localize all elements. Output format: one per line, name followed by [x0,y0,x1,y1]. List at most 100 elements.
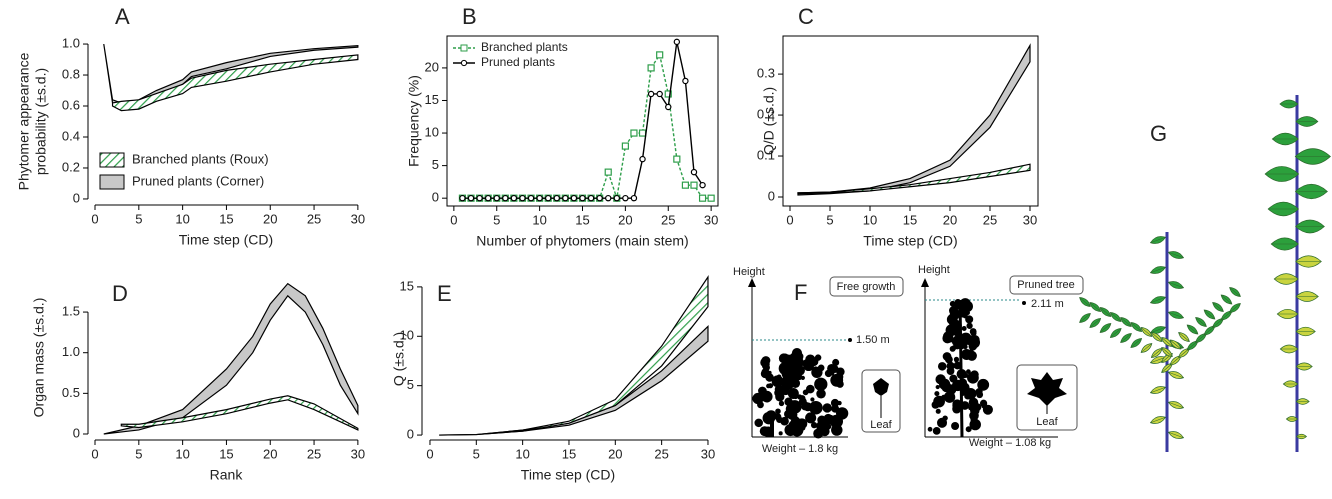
tree-blob [952,404,962,414]
tree-blob [960,335,971,346]
band [120,395,359,431]
marker [544,194,552,202]
x-tick-label: 20 [263,446,277,461]
y-tick-label: 5 [407,377,414,392]
panel-g: G [1079,95,1331,452]
arrow [748,278,756,287]
x-tick-label: 15 [903,212,917,227]
midrib [1089,302,1101,312]
marker [570,194,578,202]
midrib [1203,309,1216,320]
tree-blob [815,404,823,412]
tree-blob [943,391,956,403]
tree-blob [949,323,961,336]
tree-blob [931,401,940,409]
band [439,275,709,436]
x-tick-label: 10 [863,212,877,227]
legend-marker [460,59,468,67]
marker [673,38,681,46]
marker [527,194,535,202]
tree-blob [784,424,797,437]
midrib [1186,324,1199,335]
x-tick-label: 0 [450,212,457,227]
midrib [1229,303,1241,313]
x-tick-label: 30 [704,212,718,227]
tree-blob [953,356,960,362]
marker [647,64,655,72]
tree-blob [941,381,952,393]
tree-blob [813,428,824,439]
marker [647,90,655,98]
x-tick-label: 20 [943,212,957,227]
tree-blob [969,418,981,431]
tree-blob [956,368,967,380]
tree-blob [775,408,781,415]
y-axis-label: Q (±s.d.) [391,332,407,386]
tree-blob [787,400,802,414]
marker [639,155,646,163]
y-tick-label: 0.8 [62,66,80,81]
x-tick-label: 25 [654,446,668,461]
x-tick-label: 15 [219,211,233,226]
tree-blob [830,398,840,408]
tree-blob [762,363,770,371]
trunk [770,415,774,437]
tree-blob [789,357,797,364]
midrib [1220,294,1233,305]
tree-blob [796,418,808,430]
legend-label: Pruned plants (Corner) [132,173,264,188]
tree-blob [968,397,979,408]
tree-blob [791,347,803,359]
tree-blob [961,325,967,331]
marker [519,194,526,202]
panel-label: E [437,281,452,306]
marker [605,194,612,202]
midrib [1079,313,1091,323]
tag: Free growth [837,281,896,293]
x-tick-label: 5 [135,446,142,461]
y-tick-label: 0.5 [62,385,80,400]
tree-blob [836,380,844,388]
tree-blob [970,370,979,379]
legend-label: Branched plants (Roux) [132,151,269,166]
tree-blob [814,354,822,361]
midrib [1150,297,1166,303]
marker [562,194,569,202]
panel-label: A [115,4,130,29]
marker [459,194,466,202]
midrib [1099,307,1112,317]
midrib [1151,332,1163,342]
tree-blob [793,394,798,400]
axis-label: Height [733,266,765,278]
leaf-label: Leaf [1036,416,1058,428]
marker [502,194,509,202]
midrib [1130,338,1142,348]
legend-swatch [99,152,125,168]
tree-blob [780,353,790,363]
tree-blob [831,404,840,413]
y-tick-label: 0.4 [62,128,80,143]
x-tick-label: 25 [983,212,997,227]
midrib [1150,327,1166,333]
y-tick-label: 0.2 [757,106,775,121]
arrow [921,278,929,287]
tree-blob [775,392,785,402]
marker [493,194,500,202]
tree-blob [787,365,800,378]
tree-blob [965,426,972,433]
tree-blob [811,366,823,378]
tree-blob [778,431,783,436]
line [462,53,712,199]
panel-label: G [1150,121,1167,146]
x-tick-label: 5 [493,212,500,227]
tree-blob [953,300,963,310]
y-tick-label: 10 [400,328,414,343]
marker [604,168,612,176]
marker [665,103,672,111]
y-axis-label: Organ mass (±s.d.) [31,298,47,418]
marker [596,194,603,202]
midrib [1079,297,1091,307]
marker [681,181,690,189]
marker [690,168,698,176]
weight: Weight – 1.8 kg [762,443,838,455]
